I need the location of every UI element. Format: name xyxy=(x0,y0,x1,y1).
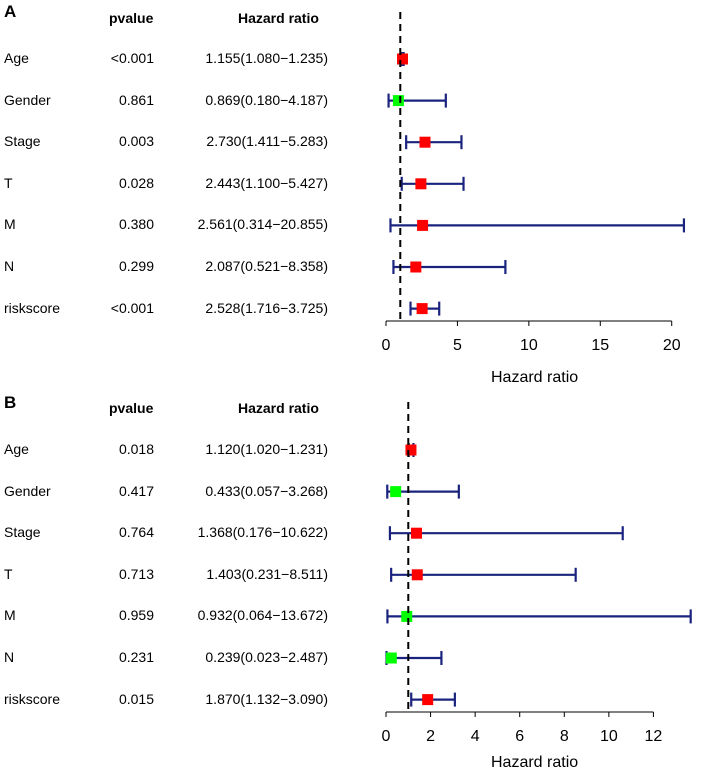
x-tick-label: 8 xyxy=(560,728,569,745)
hazard-ratio-cell: 1.155(1.080−1.235) xyxy=(205,50,328,66)
hr-point xyxy=(410,261,422,273)
variable-label: M xyxy=(4,216,16,233)
x-tick-label: 12 xyxy=(645,728,663,745)
pvalue-cell: 0.417 xyxy=(118,482,154,499)
variable-label: riskscore xyxy=(4,690,61,707)
variable-label: T xyxy=(4,174,13,191)
ci-riskscore xyxy=(410,692,456,707)
x-tick-label: 6 xyxy=(515,728,524,745)
ci-n xyxy=(385,651,443,665)
ci-stage xyxy=(388,526,624,541)
hr-point xyxy=(385,652,397,664)
hazard-ratio-column-header: Hazard ratio xyxy=(238,10,319,26)
pvalue-cell: 0.861 xyxy=(118,91,154,108)
pvalue-column-header: pvalue xyxy=(109,10,154,26)
pvalue-cell: 0.380 xyxy=(118,216,154,233)
pvalue-column-header: pvalue xyxy=(109,400,154,416)
ci-age xyxy=(405,443,417,457)
ci-gender xyxy=(386,484,460,499)
hazard-ratio-cell: 0.433(0.057−3.268) xyxy=(205,482,328,499)
ci-m xyxy=(386,609,692,624)
hr-point xyxy=(419,136,431,148)
variable-label: Stage xyxy=(4,133,41,150)
hazard-ratio-cell: 2.528(1.716−3.725) xyxy=(205,299,328,316)
hazard-ratio-cell: 1.870(1.132−3.090) xyxy=(205,690,328,707)
pvalue-cell: 0.299 xyxy=(118,258,154,274)
hr-point xyxy=(390,486,402,498)
pvalue-cell: 0.003 xyxy=(118,133,154,150)
panel-label: B xyxy=(4,393,17,412)
variable-label: Gender xyxy=(4,91,51,108)
x-tick-label: 20 xyxy=(663,337,681,354)
x-axis-title: Hazard ratio xyxy=(491,754,579,771)
ci-stage xyxy=(405,135,463,150)
x-tick-label: 2 xyxy=(426,728,435,745)
x-tick-label: 0 xyxy=(382,728,391,745)
x-tick-label: 0 xyxy=(382,337,391,354)
x-axis-title: Hazard ratio xyxy=(491,369,579,386)
hazard-ratio-cell: 1.403(0.231−8.511) xyxy=(206,565,328,582)
hr-point xyxy=(416,303,428,315)
pvalue-cell: 0.018 xyxy=(118,441,154,457)
hazard-ratio-cell: 0.239(0.023−2.487) xyxy=(205,649,328,665)
pvalue-cell: 0.713 xyxy=(118,565,154,582)
ci-age xyxy=(397,52,408,66)
x-tick-label: 5 xyxy=(453,337,462,354)
hazard-ratio-cell: 0.932(0.064−13.672) xyxy=(197,607,328,624)
pvalue-cell: 0.764 xyxy=(118,524,154,541)
hr-point xyxy=(411,569,423,581)
variable-label: Age xyxy=(4,441,29,457)
variable-label: N xyxy=(4,258,15,274)
variable-label: Age xyxy=(4,50,29,66)
forest-plot-panel-b: B pvalue Hazard ratio Age 0.018 1.120(1.02… xyxy=(0,390,702,777)
x-tick-label: 10 xyxy=(600,728,618,745)
variable-label: N xyxy=(4,649,15,665)
variable-label: T xyxy=(4,565,13,582)
ci-t xyxy=(390,567,577,582)
hr-point xyxy=(417,219,429,231)
hr-point xyxy=(410,527,422,539)
hazard-ratio-cell: 2.087(0.521−8.358) xyxy=(205,258,328,274)
hazard-ratio-cell: 2.443(1.100−5.427) xyxy=(205,174,328,191)
hazard-ratio-cell: 2.730(1.411−5.283) xyxy=(206,133,328,150)
hr-point xyxy=(422,694,434,706)
ci-n xyxy=(392,260,507,274)
hazard-ratio-cell: 1.368(0.176−10.622) xyxy=(197,524,328,541)
variable-label: riskscore xyxy=(4,299,61,316)
hr-point xyxy=(401,610,413,622)
ci-t xyxy=(400,176,465,191)
hazard-ratio-cell: 0.869(0.180−4.187) xyxy=(205,91,328,108)
hazard-ratio-cell: 1.120(1.020−1.231) xyxy=(205,441,328,457)
forest-plot-svg: 0 5 10 15 20 xyxy=(382,12,686,354)
hr-point xyxy=(392,95,404,107)
variable-label: Stage xyxy=(4,524,41,541)
pvalue-cell: 0.959 xyxy=(118,607,154,624)
pvalue-cell: <0.001 xyxy=(110,50,154,66)
x-tick-label: 15 xyxy=(591,337,609,354)
x-tick-label: 10 xyxy=(520,337,538,354)
pvalue-cell: 0.028 xyxy=(118,174,154,191)
ci-riskscore xyxy=(409,301,441,316)
hr-point xyxy=(415,178,427,190)
variable-label: M xyxy=(4,607,16,624)
forest-plot-panel-a: A pvalue Hazard ratio Age <0.001 1.155(1.0… xyxy=(4,2,686,386)
variable-label: Gender xyxy=(4,482,51,499)
pvalue-cell: 0.015 xyxy=(118,690,154,707)
pvalue-cell: <0.001 xyxy=(110,299,154,316)
panel-label: A xyxy=(4,2,17,21)
pvalue-cell: 0.231 xyxy=(118,649,154,665)
hazard-ratio-column-header: Hazard ratio xyxy=(238,400,319,416)
hr-point xyxy=(397,53,408,65)
hr-point xyxy=(405,444,417,456)
forest-plot-svg: 0 2 4 6 8 10 12 xyxy=(382,402,692,745)
ci-m xyxy=(389,218,686,233)
x-tick-label: 4 xyxy=(471,728,480,745)
ci-gender xyxy=(387,93,447,108)
hazard-ratio-cell: 2.561(0.314−20.855) xyxy=(197,216,328,233)
